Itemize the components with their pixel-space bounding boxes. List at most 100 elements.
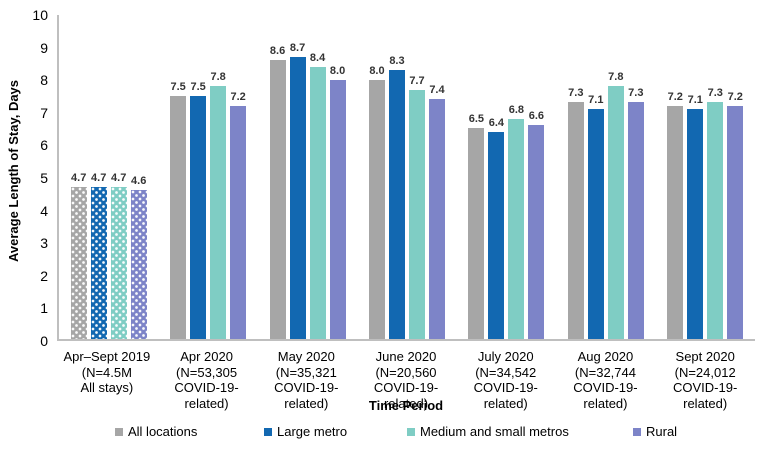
x-category-label-line: July 2020 [477,349,534,364]
bar-large-metro [90,186,107,339]
x-category-label-line: (N=24,012 [674,364,736,380]
bar-large-metro [190,96,207,339]
x-category-label-line: (N=35,321 [275,364,337,380]
y-tick-label: 4 [40,202,48,219]
bar-groups: 4.7 4.7 4.7 4.6 7.5 7.5 7.8 7.2 8.6 8.7 8.4 8.0 8.0 8… [59,15,755,339]
x-category-label-line: COVID-19-related) [573,380,638,411]
bar-with-label: 6.4 [488,15,505,339]
bar-value-label: 8.3 [389,55,405,68]
bar-group: 7.2 7.1 7.3 7.2 [656,15,755,339]
bar-all-locations [70,186,87,339]
bar-value-label: 7.3 [707,87,723,100]
bar-with-label: 7.1 [587,15,604,339]
x-category-label-line: (N=20,560 [375,364,437,380]
x-category-label-line: COVID-19-related) [373,380,439,411]
plot-area: 4.7 4.7 4.7 4.6 7.5 7.5 7.8 7.2 8.6 8.7 8.4 8.0 8.0 8… [57,15,755,341]
x-category-label-line: Apr 2020 [180,349,233,364]
bar-rural [428,99,445,339]
bar-all-locations [368,79,385,339]
bar-medium-and-small-metros [210,86,227,339]
x-category-label-line: All stays) [80,380,134,396]
bar-large-metro [587,108,604,339]
legend-swatch-medium-and-small-metros [407,427,415,436]
x-category-label-line: June 2020 [375,349,437,364]
bar-medium-and-small-metros [707,102,724,339]
bar-value-label: 8.4 [309,51,326,64]
bar-value-label: 7.3 [568,87,584,100]
bar-with-label: 8.4 [309,15,326,339]
legend-item-large-metro: Large metro [264,424,347,439]
x-category-label-line: COVID-19-related) [473,380,538,411]
bar-with-label: 7.1 [687,15,704,339]
bar-large-metro [488,131,505,339]
bar-with-label: 7.3 [567,15,584,339]
bar-medium-and-small-metros [110,186,127,339]
bar-large-metro [289,57,306,339]
bar-value-label: 7.2 [230,90,246,103]
bar-with-label: 7.3 [707,15,724,339]
bar-rural [627,102,644,339]
legend-label: All locations [128,424,198,439]
bar-group: 6.5 6.4 6.8 6.6 [457,15,556,339]
bar-value-label: 6.5 [468,113,485,126]
bar-group: 7.3 7.1 7.8 7.3 [556,15,655,339]
x-category-label: July 2020 (N=34,542 COVID-19-related) [456,349,556,411]
legend: All locations Large metro Medium and small… [0,424,759,442]
y-tick-label: 1 [40,300,48,317]
bar-with-label: 8.3 [388,15,405,339]
y-tick-label: 0 [40,333,48,349]
y-tick-label: 10 [32,7,48,23]
bar-value-label: 8.0 [369,64,385,77]
bar-rural [528,125,545,339]
bar-with-label: 7.3 [627,15,644,339]
x-category-label: May 2020 (N=35,321 COVID-19-related) [256,349,356,411]
bar-with-label: 7.2 [230,15,247,339]
bar-value-label: 4.7 [111,171,127,184]
legend-swatch-large-metro [264,427,272,436]
legend-label: Medium and small metros [420,424,569,439]
legend-item-rural: Rural [633,424,677,439]
bar-with-label: 4.7 [90,15,107,339]
bar-value-label: 7.8 [608,71,624,84]
x-category-label: Sept 2020 (N=24,012 COVID-19-related) [655,349,755,411]
bar-all-locations [567,102,584,339]
bar-with-label: 8.0 [329,15,346,339]
bar-value-label: 8.6 [269,45,286,58]
x-axis-title: Time Period [368,398,444,413]
legend-label: Large metro [277,424,348,439]
y-tick-label: 9 [40,39,48,56]
bar-value-label: 7.7 [409,74,425,87]
bar-with-label: 7.2 [667,15,684,339]
bar-with-label: 4.7 [70,15,87,339]
bar-value-label: 8.0 [329,64,346,77]
x-category-label-line: (N=53,305 [176,364,238,380]
bar-group: 8.6 8.7 8.4 8.0 [258,15,357,339]
bar-group: 4.7 4.7 4.7 4.6 [59,15,158,339]
bar-with-label: 8.7 [289,15,306,339]
bar-value-label: 6.4 [488,116,505,129]
legend-label: Rural [646,424,678,439]
legend-swatch-all-locations [115,427,123,436]
legend-item-medium-and-small-metros: Medium and small metros [407,424,569,439]
x-category-label: Apr–Sept 2019 (N=4.5M All stays) [57,349,157,411]
bar-with-label: 7.5 [170,15,187,339]
x-category-label-line: COVID-19-related) [673,380,738,411]
bar-value-label: 6.8 [508,103,525,116]
bar-value-label: 7.2 [667,90,683,103]
bar-with-label: 7.8 [210,15,227,339]
bar-value-label: 8.7 [289,42,306,55]
bar-value-label: 4.7 [91,171,107,184]
bar-medium-and-small-metros [309,66,326,339]
bar-all-locations [170,96,187,339]
bar-value-label: 4.6 [131,174,147,187]
y-axis-ticks: 0 1 2 3 4 5 6 7 8 9 10 [0,7,48,349]
y-tick-label: 7 [40,104,48,121]
bar-with-label: 4.6 [130,15,147,339]
bar-with-label: 7.4 [428,15,445,339]
bar-group: 7.5 7.5 7.8 7.2 [158,15,257,339]
x-category-label-line: May 2020 [277,349,335,364]
bar-large-metro [687,108,704,339]
x-axis-labels: Apr–Sept 2019 (N=4.5M All stays) Apr 2020 (N… [57,349,755,411]
x-category-label-line: (N=4.5M [81,364,132,380]
